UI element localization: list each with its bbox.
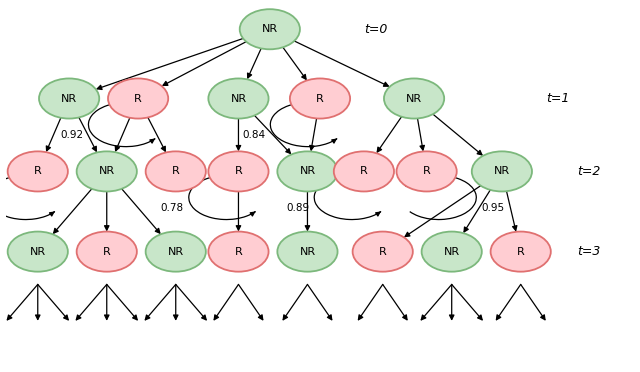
Text: R: R (34, 166, 42, 176)
Text: R: R (316, 93, 324, 103)
Text: NR: NR (406, 93, 422, 103)
Ellipse shape (422, 231, 482, 272)
Ellipse shape (77, 231, 137, 272)
Text: R: R (134, 93, 142, 103)
Text: NR: NR (300, 247, 316, 257)
Text: R: R (235, 247, 243, 257)
Text: t=3: t=3 (577, 245, 600, 258)
Ellipse shape (290, 78, 350, 119)
Ellipse shape (240, 9, 300, 49)
Text: R: R (172, 166, 180, 176)
Ellipse shape (353, 231, 413, 272)
Ellipse shape (108, 78, 168, 119)
Ellipse shape (209, 231, 269, 272)
Text: 0.89: 0.89 (286, 202, 309, 212)
Text: R: R (423, 166, 431, 176)
Ellipse shape (77, 151, 137, 192)
Text: t=2: t=2 (577, 165, 600, 178)
Ellipse shape (146, 151, 206, 192)
Ellipse shape (146, 231, 206, 272)
Text: 0.95: 0.95 (481, 202, 504, 212)
Text: R: R (379, 247, 387, 257)
Ellipse shape (277, 231, 337, 272)
Text: NR: NR (262, 24, 278, 34)
Ellipse shape (277, 151, 337, 192)
Ellipse shape (384, 78, 444, 119)
Ellipse shape (209, 78, 269, 119)
Text: NR: NR (99, 166, 115, 176)
Text: NR: NR (61, 93, 77, 103)
Ellipse shape (472, 151, 532, 192)
Ellipse shape (334, 151, 394, 192)
Text: NR: NR (230, 93, 246, 103)
Ellipse shape (397, 151, 457, 192)
Ellipse shape (8, 231, 68, 272)
Text: R: R (103, 247, 111, 257)
Text: NR: NR (300, 166, 316, 176)
Text: 0.84: 0.84 (242, 129, 266, 140)
Text: R: R (235, 166, 243, 176)
Text: NR: NR (168, 247, 184, 257)
Text: NR: NR (494, 166, 510, 176)
Text: NR: NR (444, 247, 460, 257)
Ellipse shape (209, 151, 269, 192)
Text: R: R (360, 166, 368, 176)
Ellipse shape (8, 151, 68, 192)
Ellipse shape (39, 78, 99, 119)
Ellipse shape (491, 231, 551, 272)
Text: R: R (517, 247, 525, 257)
Text: t=1: t=1 (546, 92, 569, 105)
Text: t=0: t=0 (364, 23, 387, 36)
Text: 0.92: 0.92 (60, 129, 83, 140)
Text: NR: NR (29, 247, 46, 257)
Text: 0.78: 0.78 (161, 202, 184, 212)
